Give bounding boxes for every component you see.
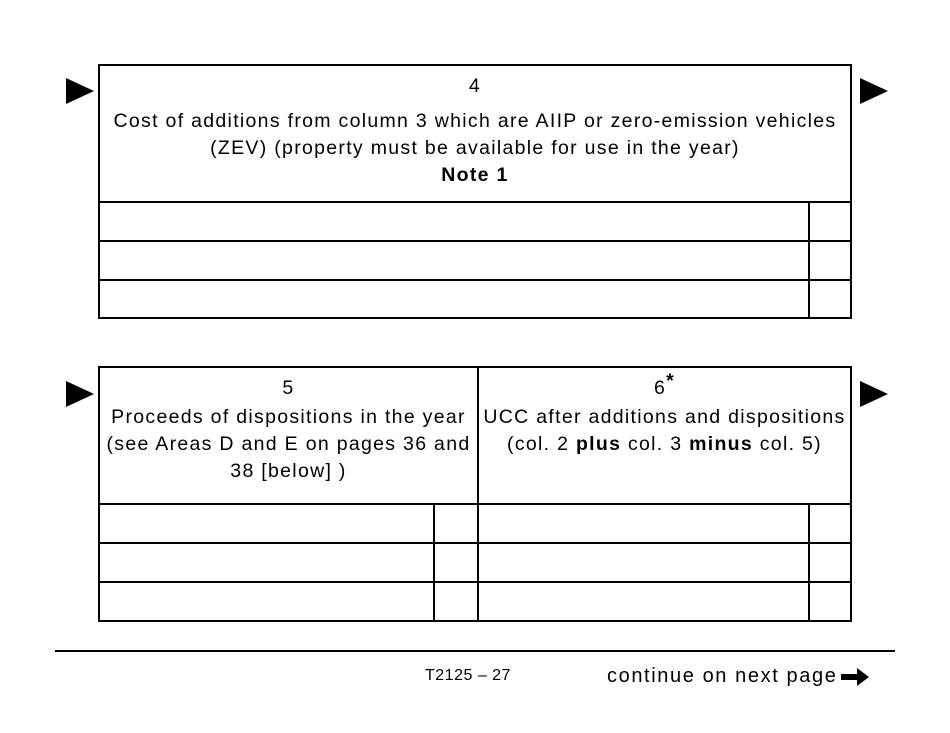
amount-dollars-field[interactable] <box>100 242 808 279</box>
ucc-dollars-field[interactable] <box>479 583 808 620</box>
column-5-header: 5 Proceeds of dispositions in the year (… <box>100 375 477 485</box>
footer-divider <box>55 650 895 652</box>
amount-dollars-field[interactable] <box>100 203 808 240</box>
proceeds-cents-field[interactable] <box>435 583 477 620</box>
ucc-cents-field[interactable] <box>810 505 850 542</box>
proceeds-dollars-field[interactable] <box>100 544 433 581</box>
columns-5-6-table: 5 Proceeds of dispositions in the year (… <box>98 366 852 622</box>
column-6-header: 6* UCC after additions and dispositions … <box>479 370 850 458</box>
table-row <box>100 542 850 581</box>
column-number: 5 <box>282 377 295 399</box>
triangle-right-icon <box>860 78 888 104</box>
ucc-dollars-field[interactable] <box>479 505 808 542</box>
asterisk: * <box>666 370 676 392</box>
table-row <box>100 503 850 542</box>
arrow-right-icon <box>841 667 870 686</box>
proceeds-cents-field[interactable] <box>435 544 477 581</box>
table-row <box>100 240 850 279</box>
triangle-right-icon <box>66 78 94 104</box>
amount-cents-field[interactable] <box>810 203 850 240</box>
table-row <box>100 201 850 240</box>
amount-dollars-field[interactable] <box>100 281 808 317</box>
column-4-header: 4 Cost of additions from column 3 which … <box>100 73 850 189</box>
amount-cents-field[interactable] <box>810 281 850 317</box>
proceeds-dollars-field[interactable] <box>100 583 433 620</box>
column-description: UCC after additions and dispositions (co… <box>483 406 846 455</box>
amount-cents-field[interactable] <box>810 242 850 279</box>
continue-label: continue on next page <box>607 665 838 687</box>
column-description: Proceeds of dispositions in the year (se… <box>106 406 471 482</box>
ucc-dollars-field[interactable] <box>479 544 808 581</box>
table-row <box>100 581 850 620</box>
column-number: 6 <box>653 377 667 399</box>
ucc-cents-field[interactable] <box>810 583 850 620</box>
triangle-right-icon <box>66 381 94 407</box>
column-number: 4 <box>468 75 482 97</box>
column-description: Cost of additions from column 3 which ar… <box>113 110 837 159</box>
continue-next-page: continue on next page <box>607 665 870 688</box>
ucc-cents-field[interactable] <box>810 544 850 581</box>
proceeds-cents-field[interactable] <box>435 505 477 542</box>
note-label: Note 1 <box>441 164 509 186</box>
column-4-table: 4 Cost of additions from column 3 which … <box>98 64 852 319</box>
table-row <box>100 279 850 317</box>
triangle-right-icon <box>860 381 888 407</box>
proceeds-dollars-field[interactable] <box>100 505 433 542</box>
page-label: T2125 – 27 <box>425 667 511 684</box>
